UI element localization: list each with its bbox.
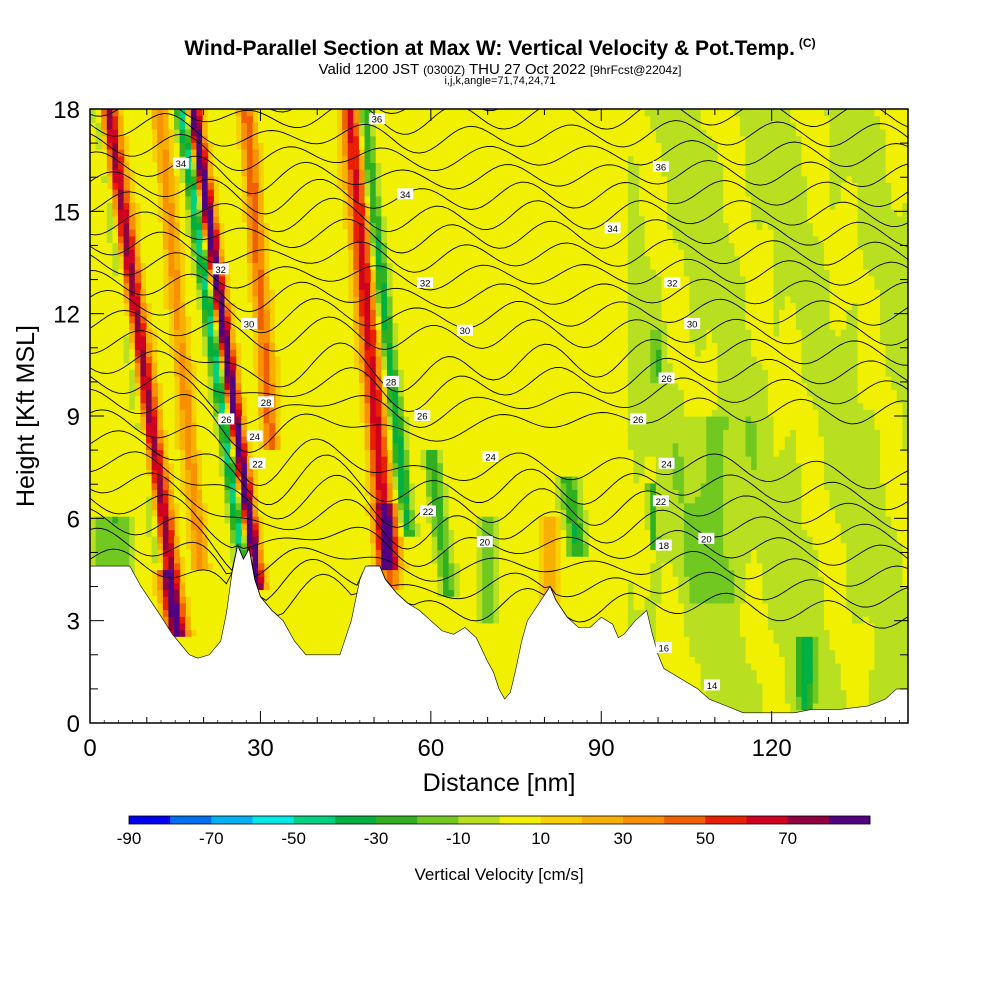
contour-label: 22 (419, 505, 436, 518)
colorbar-tick-label: 30 (614, 829, 633, 848)
colorbar-swatch (129, 816, 171, 824)
x-tick-label: 0 (83, 735, 96, 762)
colorbar-swatch (170, 816, 212, 824)
colorbar-swatch (334, 816, 377, 824)
contour-labels: 36 34 36 34 34 32 32 32 30 30 30 28 26 28 26 26 26 24 22 24… (172, 113, 721, 692)
colorbar-swatch (828, 816, 871, 824)
colorbar-swatch (376, 816, 418, 824)
colorbar-swatch (252, 816, 294, 824)
colorbar-swatch (211, 816, 253, 824)
x-tick-label: 30 (247, 735, 274, 762)
colorbar-tick-label: 10 (531, 829, 550, 848)
terrain-mask (89, 544, 909, 724)
colorbar-swatch (664, 816, 706, 824)
contour-label: 24 (482, 450, 499, 463)
colorbar-tick-label: -70 (199, 829, 224, 848)
contour-label: 14 (704, 679, 721, 692)
contour-label: 26 (414, 410, 431, 423)
x-axis-label: Distance [nm] (423, 769, 576, 797)
colorbar-swatch (581, 816, 624, 824)
contour-label: 34 (604, 222, 621, 235)
contour-label: 16 (655, 641, 672, 654)
contour-label: 26 (630, 413, 647, 426)
contour-label: 24 (246, 430, 263, 443)
title-units-marker: (C) (798, 36, 816, 50)
y-tick-label: 3 (67, 609, 80, 636)
y-tick-label: 12 (53, 302, 80, 329)
y-tick-label: 6 (67, 506, 80, 533)
contour-label: 28 (258, 396, 275, 409)
colorbar-swatch (705, 816, 747, 824)
contour-label: 32 (212, 263, 229, 276)
potential-temperature-contours (90, 109, 908, 629)
colorbar-swatch (787, 816, 830, 824)
contour-label: 30 (684, 317, 701, 330)
colorbar-swatch (499, 816, 541, 824)
contour-label: 20 (698, 532, 715, 545)
x-tick-label: 120 (752, 735, 792, 762)
colorbar-swatch (623, 816, 665, 824)
contour-label: 18 (655, 539, 672, 552)
contour-label: 30 (456, 324, 473, 337)
x-tick-label: 60 (417, 735, 444, 762)
terrain-profile (89, 544, 909, 724)
y-tick-label: 0 (67, 711, 80, 738)
colorbar-tick-label: -10 (446, 829, 471, 848)
chart-title: Wind-Parallel Section at Max W: Vertical… (184, 36, 816, 60)
contour-label: 34 (172, 157, 189, 170)
colorbar-swatch (540, 816, 583, 824)
colorbar: -90 -70 -50 -30 -10 10 30 50 70 Vertical Velocity… (117, 815, 871, 884)
contour-label: 36 (652, 160, 669, 173)
chart-subtitle: Valid 1200 JST (0300Z) THU 27 Oct 2022 [… (318, 61, 682, 78)
colorbar-swatch (293, 816, 336, 824)
contour-label: 26 (218, 413, 235, 426)
contour-label: 34 (397, 188, 414, 201)
colorbar-label: Vertical Velocity [cm/s] (414, 865, 583, 884)
contour-label: 20 (476, 536, 493, 549)
y-tick-label: 18 (53, 97, 80, 124)
colorbar-swatch (417, 816, 459, 824)
y-tick-label: 9 (67, 404, 80, 431)
colorbar-swatch (746, 816, 788, 824)
contour-label: 26 (658, 372, 675, 385)
contour-label: 32 (664, 276, 681, 289)
contour-label: 36 (368, 113, 385, 126)
y-tick-label: 15 (53, 199, 80, 226)
contour-label: 30 (241, 317, 258, 330)
chart-grid-info: i,j,k,angle=71,74,24,71 (444, 75, 556, 87)
colorbar-tick-label: -30 (364, 829, 389, 848)
contour-label: 32 (417, 276, 434, 289)
y-axis-label: Height [Kft MSL] (12, 325, 40, 507)
colorbar-tick-label: -50 (281, 829, 306, 848)
colorbar-swatch (458, 816, 500, 824)
x-tick-label: 90 (588, 735, 615, 762)
contour-label: 24 (658, 457, 675, 470)
colorbar-tick-label: 70 (778, 829, 797, 848)
contour-label: 28 (383, 375, 400, 388)
colorbar-tick-label: 50 (696, 829, 715, 848)
colorbar-tick-label: -90 (117, 829, 142, 848)
contour-label: 22 (249, 457, 266, 470)
contour-label: 22 (652, 495, 669, 508)
